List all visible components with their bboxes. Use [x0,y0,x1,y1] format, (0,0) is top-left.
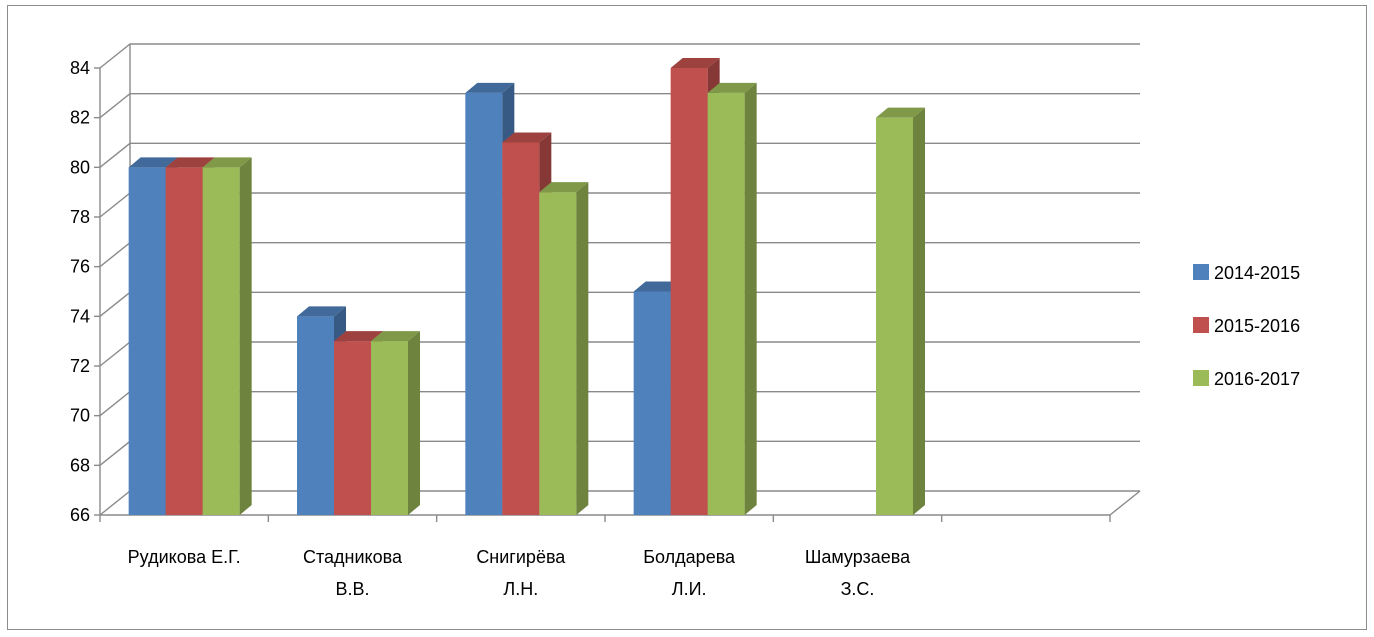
labels: 66 68 70 72 74 76 78 80 82 84 Рудикова Е.Г. Стадник… [70,58,911,599]
legend-swatch [1193,264,1209,280]
x-category-label: Шамурзаева [805,547,911,567]
x-category-label: Снигирёва [476,547,566,567]
y-tick-label: 70 [70,406,90,426]
bar-top [202,157,252,168]
floor-right-edge [1109,490,1141,516]
legend-swatch [1193,317,1209,333]
y-tick-label: 68 [70,455,90,475]
bar [670,68,708,515]
bar-top [165,157,215,168]
gridline [99,341,1140,367]
bar-top [128,157,178,168]
y-tick-label: 80 [70,157,90,177]
x-category-label: Л.Н. [503,579,538,599]
gridline [99,92,1140,119]
bar-top [502,132,552,143]
gridline [99,43,1140,69]
y-tick-label: 72 [70,356,90,376]
bar-side [576,182,589,515]
x-category-label: З.С. [841,579,875,599]
bar-top [297,306,346,317]
bar-top [465,82,515,93]
bar-top [707,82,757,93]
bar-side [239,157,252,516]
bar-side [913,107,925,516]
x-category-label: Рудикова Е.Г. [128,547,241,567]
bar [633,291,671,515]
axes [94,67,1141,522]
bar [334,341,371,515]
gridline [99,490,1140,516]
y-tick-label: 66 [70,505,90,525]
bar [707,92,745,515]
y-tick-label: 84 [70,58,90,78]
bar-top [371,331,420,342]
bar [876,117,913,516]
y-tick-label: 78 [70,207,90,227]
gridline [99,192,1140,218]
bar-top [334,331,383,342]
back-wall [99,43,1140,516]
legend-label: 2016-2017 [1214,369,1300,389]
bar-side [744,82,757,515]
bar-top [539,182,589,193]
bar [128,167,166,516]
y-tick-label: 74 [70,306,90,326]
bar [165,167,203,516]
legend-label: 2014-2015 [1214,263,1300,283]
x-category-label: Л.И. [672,579,707,599]
legend-swatch [1193,370,1209,386]
bar [539,192,577,515]
x-category-label: В.В. [335,579,369,599]
x-category-label: Болдарева [643,547,736,567]
gridline [99,291,1140,317]
gridline [99,142,1140,168]
y-tick-label: 76 [70,257,90,277]
bar [502,142,540,515]
y-tick-label: 82 [70,108,90,128]
gridline [99,241,1140,268]
bars [128,58,925,516]
legend-label: 2015-2016 [1214,316,1300,336]
bar-top [633,281,683,292]
gridline [99,390,1140,417]
gridline [99,440,1140,466]
bar-top [876,107,925,118]
bar [465,92,503,515]
bar-side [408,331,420,515]
bar [297,316,334,515]
bar-top [670,58,720,68]
x-category-label: Стадникова [303,547,403,567]
bar [371,341,408,515]
legend: 2014-2015 2015-2016 2016-2017 [1193,263,1300,389]
bar [202,167,240,516]
